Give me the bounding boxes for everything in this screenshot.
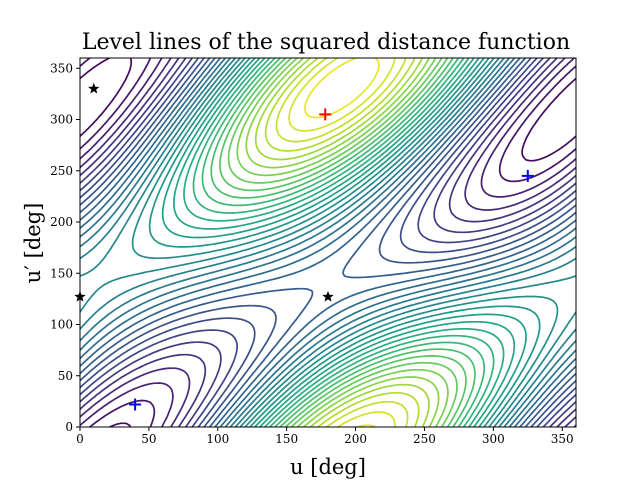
x-tick-label: 0	[76, 432, 84, 446]
x-tick-label: 150	[275, 432, 298, 446]
x-tick-label: 350	[551, 432, 574, 446]
y-tick-label: 200	[50, 215, 73, 229]
contour-level	[80, 58, 576, 427]
y-tick-label: 350	[50, 61, 73, 75]
contour-level	[210, 58, 476, 427]
contour-level	[245, 58, 440, 427]
contour-level	[161, 58, 527, 427]
y-tick-label: 0	[65, 420, 73, 434]
y-tick-label: 100	[50, 318, 73, 332]
saddle-star-marker	[88, 82, 100, 94]
x-tick-label: 200	[344, 432, 367, 446]
minimum-plus-marker	[521, 169, 534, 182]
contour-level	[173, 58, 516, 427]
contour-level	[80, 58, 576, 427]
contour-level	[80, 58, 576, 427]
contour-level	[183, 58, 505, 427]
contour-level	[80, 58, 576, 427]
contour-level	[80, 58, 576, 427]
x-tick-label: 100	[206, 432, 229, 446]
contour-level	[80, 58, 576, 427]
plot-frame	[79, 57, 577, 428]
x-axis-ticks: 0 50 100 150 200 250 300 350	[76, 427, 574, 446]
chart-title: Level lines of the squared distance func…	[82, 30, 570, 55]
contour-level	[80, 58, 576, 427]
contour-lines	[80, 58, 576, 427]
contour-level	[288, 58, 396, 427]
contour-level	[264, 58, 420, 427]
x-tick-label: 50	[141, 432, 156, 446]
saddle-star-marker	[322, 290, 334, 302]
contour-level	[80, 58, 576, 427]
y-axis-ticks: 0 50 100 150 200 250 300 350	[50, 61, 80, 434]
y-axis-label: u′ [deg]	[21, 203, 45, 284]
y-tick-label: 300	[50, 113, 73, 127]
y-tick-label: 250	[50, 164, 73, 178]
contour-level	[236, 58, 449, 427]
contour-level	[80, 58, 576, 427]
contour-level	[80, 58, 576, 427]
contour-level	[80, 58, 576, 427]
contour-level	[227, 58, 458, 427]
x-tick-label: 300	[482, 432, 505, 446]
maximum-plus-marker	[319, 108, 332, 121]
contour-level	[148, 58, 541, 427]
minimum-plus-marker	[129, 398, 142, 411]
y-tick-label: 50	[58, 369, 73, 383]
contour-level	[201, 58, 486, 427]
y-tick-label: 150	[50, 266, 73, 280]
x-axis-label: u [deg]	[290, 455, 366, 479]
x-tick-label: 250	[413, 432, 436, 446]
contour-level	[80, 58, 576, 427]
